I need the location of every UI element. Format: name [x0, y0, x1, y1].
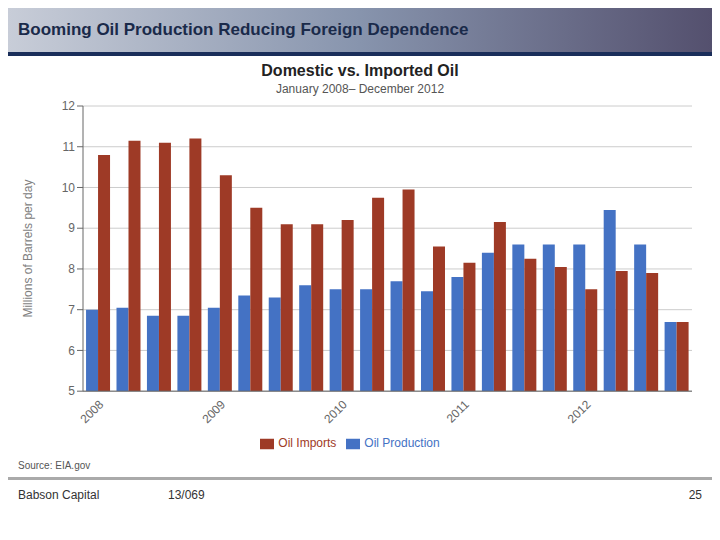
svg-text:12: 12: [62, 99, 76, 113]
html-text:25: 25: [688, 488, 702, 502]
svg-text:2009: 2009: [199, 397, 228, 426]
svg-text:Millions of Barrels per day: Millions of Barrels per day: [21, 180, 35, 318]
svg-text:8: 8: [68, 262, 75, 276]
html-text:Oil Production: Oil Production: [364, 436, 440, 451]
svg-text:11: 11: [63, 140, 76, 154]
svg-text:5: 5: [68, 384, 75, 398]
svg-text:2010: 2010: [321, 397, 350, 426]
html-text:Oil Imports: Oil Imports: [278, 436, 337, 451]
svg-text:2012: 2012: [565, 397, 594, 426]
html-text:Domestic vs. Imported Oil: Domestic vs. Imported Oil: [261, 62, 459, 79]
svg-text:10: 10: [62, 181, 76, 195]
html-text:Booming Oil Production Reducin: Booming Oil Production Reducing Foreign …: [18, 20, 469, 39]
svg-text:7: 7: [68, 303, 75, 317]
svg-text:6: 6: [68, 344, 75, 358]
html-text:Babson Capital: Babson Capital: [18, 488, 100, 502]
html-text:January 2008– December 2012: January 2008– December 2012: [275, 82, 445, 96]
svg-text:2008: 2008: [78, 397, 107, 426]
html-text:Source: EIA.gov: Source: EIA.gov: [18, 460, 91, 471]
svg-text:9: 9: [68, 221, 75, 235]
svg-text:2011: 2011: [444, 397, 472, 425]
html-text:13/069: 13/069: [168, 488, 205, 502]
